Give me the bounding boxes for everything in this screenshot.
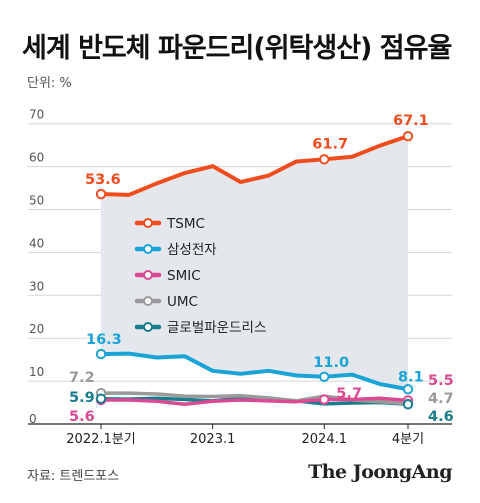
y-tick-label: 50 xyxy=(29,194,44,208)
data-label: 8.1 xyxy=(398,369,424,385)
data-point-marker xyxy=(402,399,414,410)
y-tick-label: 40 xyxy=(29,236,44,250)
shaded-band xyxy=(101,136,408,390)
data-point-marker xyxy=(319,154,330,165)
brand-logo: The JoongAng xyxy=(308,461,452,483)
data-label: 5.6 xyxy=(69,409,95,425)
y-tick-label: 20 xyxy=(29,322,44,336)
data-label: 4.6 xyxy=(428,409,454,425)
data-label: 67.1 xyxy=(393,113,429,129)
data-label: 5.7 xyxy=(336,386,362,402)
data-label: 61.7 xyxy=(312,136,348,152)
legend-label: 삼성전자 xyxy=(167,242,217,258)
data-label: 5.5 xyxy=(428,373,454,389)
data-label: 4.7 xyxy=(428,391,454,407)
data-point-marker xyxy=(402,130,414,142)
legend-marker xyxy=(143,218,153,228)
data-point-marker xyxy=(95,348,107,360)
legend-label: 글로벌파운드리스 xyxy=(167,320,266,336)
legend-marker xyxy=(143,322,153,332)
y-tick-label: 70 xyxy=(29,108,44,122)
legend-marker xyxy=(143,244,153,254)
data-label: 16.3 xyxy=(86,332,122,348)
legend-label: SMIC xyxy=(167,268,201,284)
y-tick-label: 10 xyxy=(29,365,44,379)
data-label: 7.2 xyxy=(69,370,95,386)
legend-label: TSMC xyxy=(166,216,205,232)
source-label: 자료: 트렌드포스 xyxy=(27,469,120,484)
x-tick-label: 4분기 xyxy=(392,432,424,447)
unit-label: 단위: % xyxy=(27,76,72,91)
x-tick-label: 2022.1분기 xyxy=(66,432,135,447)
series-line-TSMC xyxy=(99,134,410,197)
y-tick-label: 30 xyxy=(29,279,44,293)
line-chart: 0 10 20 30 40 50 60 70 2022.1분기 2023.1 2024.1 4분기 53… xyxy=(28,108,454,447)
data-label: 53.6 xyxy=(85,172,121,188)
data-label: 5.9 xyxy=(69,390,95,406)
legend-marker xyxy=(143,270,153,280)
data-point-marker xyxy=(319,394,330,405)
data-point-marker xyxy=(95,188,107,200)
data-point-marker xyxy=(95,393,107,404)
series-line-SMIC xyxy=(99,396,410,407)
x-tick-label: 2024.1 xyxy=(302,432,348,447)
data-point-marker xyxy=(402,384,414,395)
data-label: 11.0 xyxy=(313,355,349,371)
legend-label: UMC xyxy=(167,294,198,310)
chart-title: 세계 반도체 파운드리(위탁생산) 점유율 xyxy=(22,33,452,64)
data-point-marker xyxy=(319,371,330,383)
series-line-삼성전자 xyxy=(99,351,410,392)
y-tick-label: 60 xyxy=(29,151,44,165)
legend-marker xyxy=(143,296,153,306)
y-tick-label: 0 xyxy=(29,412,37,426)
x-tick-label: 2023.1 xyxy=(190,432,236,447)
